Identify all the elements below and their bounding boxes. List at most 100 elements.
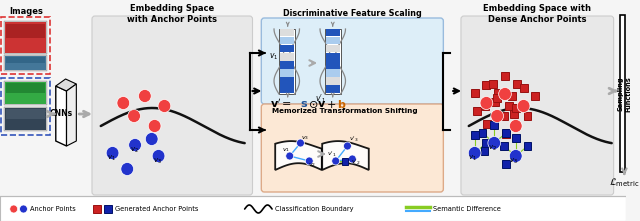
Circle shape <box>106 147 119 160</box>
Bar <box>479 129 486 137</box>
Circle shape <box>468 147 481 160</box>
Bar <box>483 81 490 89</box>
Bar <box>481 147 488 155</box>
Bar <box>500 112 508 120</box>
Bar <box>280 61 294 69</box>
Bar <box>280 53 294 61</box>
Bar <box>508 92 516 100</box>
Text: Semantic Difference: Semantic Difference <box>433 206 500 212</box>
Bar <box>502 160 510 168</box>
Bar <box>502 130 510 138</box>
Bar <box>6 109 45 119</box>
Bar <box>5 22 46 53</box>
Bar <box>4 21 47 54</box>
Circle shape <box>491 109 504 122</box>
Bar <box>493 94 501 102</box>
Text: $\mathbf{s}$: $\mathbf{s}$ <box>300 99 308 109</box>
FancyBboxPatch shape <box>461 16 614 195</box>
Text: $v'_2$: $v'_2$ <box>351 157 361 167</box>
Bar <box>501 72 509 80</box>
Bar <box>325 29 340 94</box>
Bar <box>280 45 294 52</box>
Text: $v'_1$: $v'_1$ <box>327 149 337 159</box>
Bar <box>104 205 111 213</box>
Bar <box>483 120 492 128</box>
Text: $v'_1$: $v'_1$ <box>316 93 327 105</box>
Circle shape <box>145 133 158 145</box>
Bar <box>5 108 46 130</box>
Polygon shape <box>56 86 67 146</box>
Text: $v_1$: $v_1$ <box>282 146 290 154</box>
Text: $v_3$: $v_3$ <box>301 134 309 142</box>
Text: Anchor Points: Anchor Points <box>30 206 76 212</box>
Bar <box>621 16 625 171</box>
Bar <box>512 104 520 112</box>
Bar <box>5 56 46 70</box>
Circle shape <box>286 152 294 160</box>
Text: Embedding Space
with Anchor Points: Embedding Space with Anchor Points <box>127 4 217 24</box>
Bar <box>531 92 540 100</box>
Circle shape <box>10 205 18 213</box>
Bar <box>326 69 340 77</box>
Circle shape <box>348 155 356 163</box>
FancyBboxPatch shape <box>261 104 444 192</box>
Bar <box>505 102 513 110</box>
Bar <box>5 82 46 104</box>
Text: $\mathbf{b}$: $\mathbf{b}$ <box>337 98 346 110</box>
Text: Embedding Space with
Dense Anchor Points: Embedding Space with Dense Anchor Points <box>483 4 591 24</box>
Bar <box>513 80 521 88</box>
Bar <box>524 142 531 150</box>
Circle shape <box>344 142 351 150</box>
Text: $+$: $+$ <box>326 99 336 109</box>
FancyBboxPatch shape <box>620 15 625 172</box>
Circle shape <box>152 149 165 162</box>
Bar <box>4 81 47 105</box>
Text: $\mathcal{L}_{\mathrm{metric}}$: $\mathcal{L}_{\mathrm{metric}}$ <box>609 177 639 189</box>
Circle shape <box>499 88 511 101</box>
Text: $v_2$: $v_2$ <box>308 161 316 169</box>
FancyBboxPatch shape <box>92 16 253 195</box>
Circle shape <box>509 149 522 162</box>
Bar <box>481 102 490 110</box>
Bar <box>280 37 294 44</box>
Bar <box>510 110 518 118</box>
Bar <box>6 57 45 63</box>
Text: $\mathbf{v'} = $: $\mathbf{v'} = $ <box>269 97 292 110</box>
Bar <box>326 37 340 44</box>
Text: Classification Boundary: Classification Boundary <box>275 206 353 212</box>
Text: $v_1$: $v_1$ <box>107 153 116 163</box>
Polygon shape <box>67 84 76 146</box>
Bar <box>4 107 47 131</box>
Circle shape <box>480 97 493 109</box>
Text: $\odot$: $\odot$ <box>308 99 318 109</box>
Circle shape <box>117 97 130 109</box>
Bar <box>490 80 497 88</box>
Bar <box>471 131 479 139</box>
Circle shape <box>296 139 305 147</box>
Circle shape <box>517 99 530 112</box>
Circle shape <box>148 120 161 133</box>
Bar <box>483 139 490 147</box>
Bar <box>494 89 502 97</box>
Bar <box>512 134 520 142</box>
Bar <box>0 196 627 221</box>
Text: Generated Anchor Points: Generated Anchor Points <box>115 206 198 212</box>
Circle shape <box>20 205 28 213</box>
Bar <box>6 24 45 38</box>
Bar <box>524 112 531 120</box>
Text: Images: Images <box>10 6 44 15</box>
Bar <box>473 107 481 115</box>
Text: $\mathbf{v}$: $\mathbf{v}$ <box>317 99 326 109</box>
Bar <box>279 29 294 94</box>
Text: $v_1$: $v_1$ <box>468 153 477 163</box>
Bar <box>492 98 499 106</box>
Bar <box>280 69 294 77</box>
Bar <box>280 29 294 36</box>
Circle shape <box>332 157 340 165</box>
Bar <box>326 53 340 61</box>
Bar <box>326 45 340 52</box>
Bar <box>326 77 340 85</box>
Polygon shape <box>275 141 322 170</box>
Circle shape <box>129 139 141 152</box>
FancyBboxPatch shape <box>261 18 444 104</box>
